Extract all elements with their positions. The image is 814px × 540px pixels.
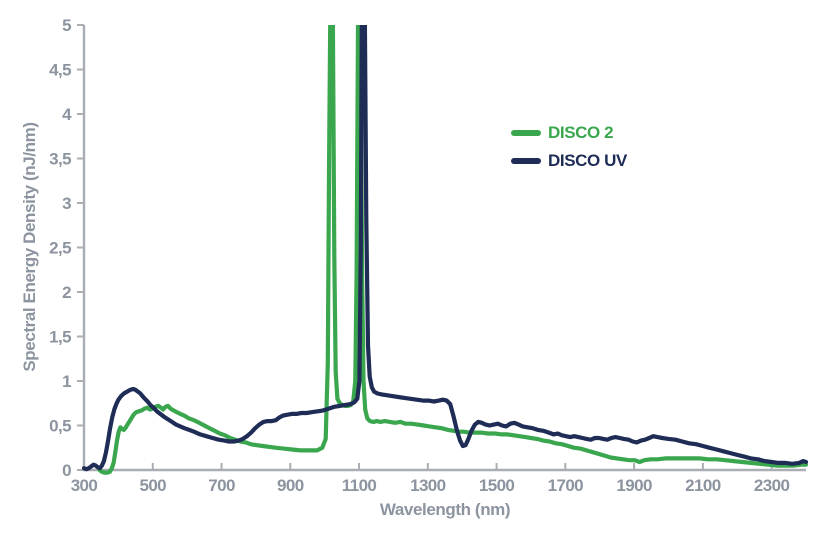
- y-tick-label: 2: [62, 283, 71, 302]
- x-tick-label: 1300: [410, 476, 446, 495]
- y-tick-label: 1: [62, 372, 71, 391]
- x-tick-label: 500: [139, 476, 166, 495]
- y-tick-label: 4,5: [49, 61, 71, 80]
- y-tick-label: 5: [62, 16, 71, 35]
- y-tick-label: 2,5: [49, 239, 71, 258]
- x-tick-label: 1100: [342, 476, 377, 495]
- legend-label-disco-2: DISCO 2: [548, 123, 614, 142]
- axis-spines: [82, 25, 806, 472]
- x-tick-label: 1500: [479, 476, 515, 495]
- y-tick-label: 4: [62, 105, 72, 124]
- disco-uv-line-swatch-icon: [511, 157, 541, 164]
- y-tick-label: 1,5: [49, 328, 71, 347]
- legend: DISCO 2 DISCO UV: [511, 122, 627, 171]
- legend-item-disco-2: DISCO 2: [511, 122, 627, 143]
- legend-label-disco-uv: DISCO UV: [548, 151, 627, 170]
- x-tick-label: 700: [208, 476, 235, 495]
- y-tick-label: 3: [62, 194, 71, 213]
- legend-item-disco-uv: DISCO UV: [511, 150, 627, 171]
- x-tick-label: 2100: [685, 476, 721, 495]
- x-tick-label: 2300: [754, 476, 790, 495]
- series-line-disco-2: [97, 25, 809, 475]
- disco-2-line-swatch-icon: [511, 129, 541, 136]
- x-tick-label: 1700: [548, 476, 584, 495]
- x-tick-label: 900: [277, 476, 304, 495]
- y-tick-label: 3,5: [49, 150, 71, 169]
- x-tick-label: 1900: [616, 476, 652, 495]
- y-axis-title: Spectral Energy Density (nJ/nm): [20, 122, 39, 372]
- series-line-disco-uv: [82, 25, 809, 472]
- y-tick-label: 0,5: [49, 417, 71, 436]
- x-tick-label: 300: [71, 476, 98, 495]
- x-axis-title: Wavelength (nm): [379, 500, 511, 519]
- y-tick-label: 0: [62, 461, 71, 480]
